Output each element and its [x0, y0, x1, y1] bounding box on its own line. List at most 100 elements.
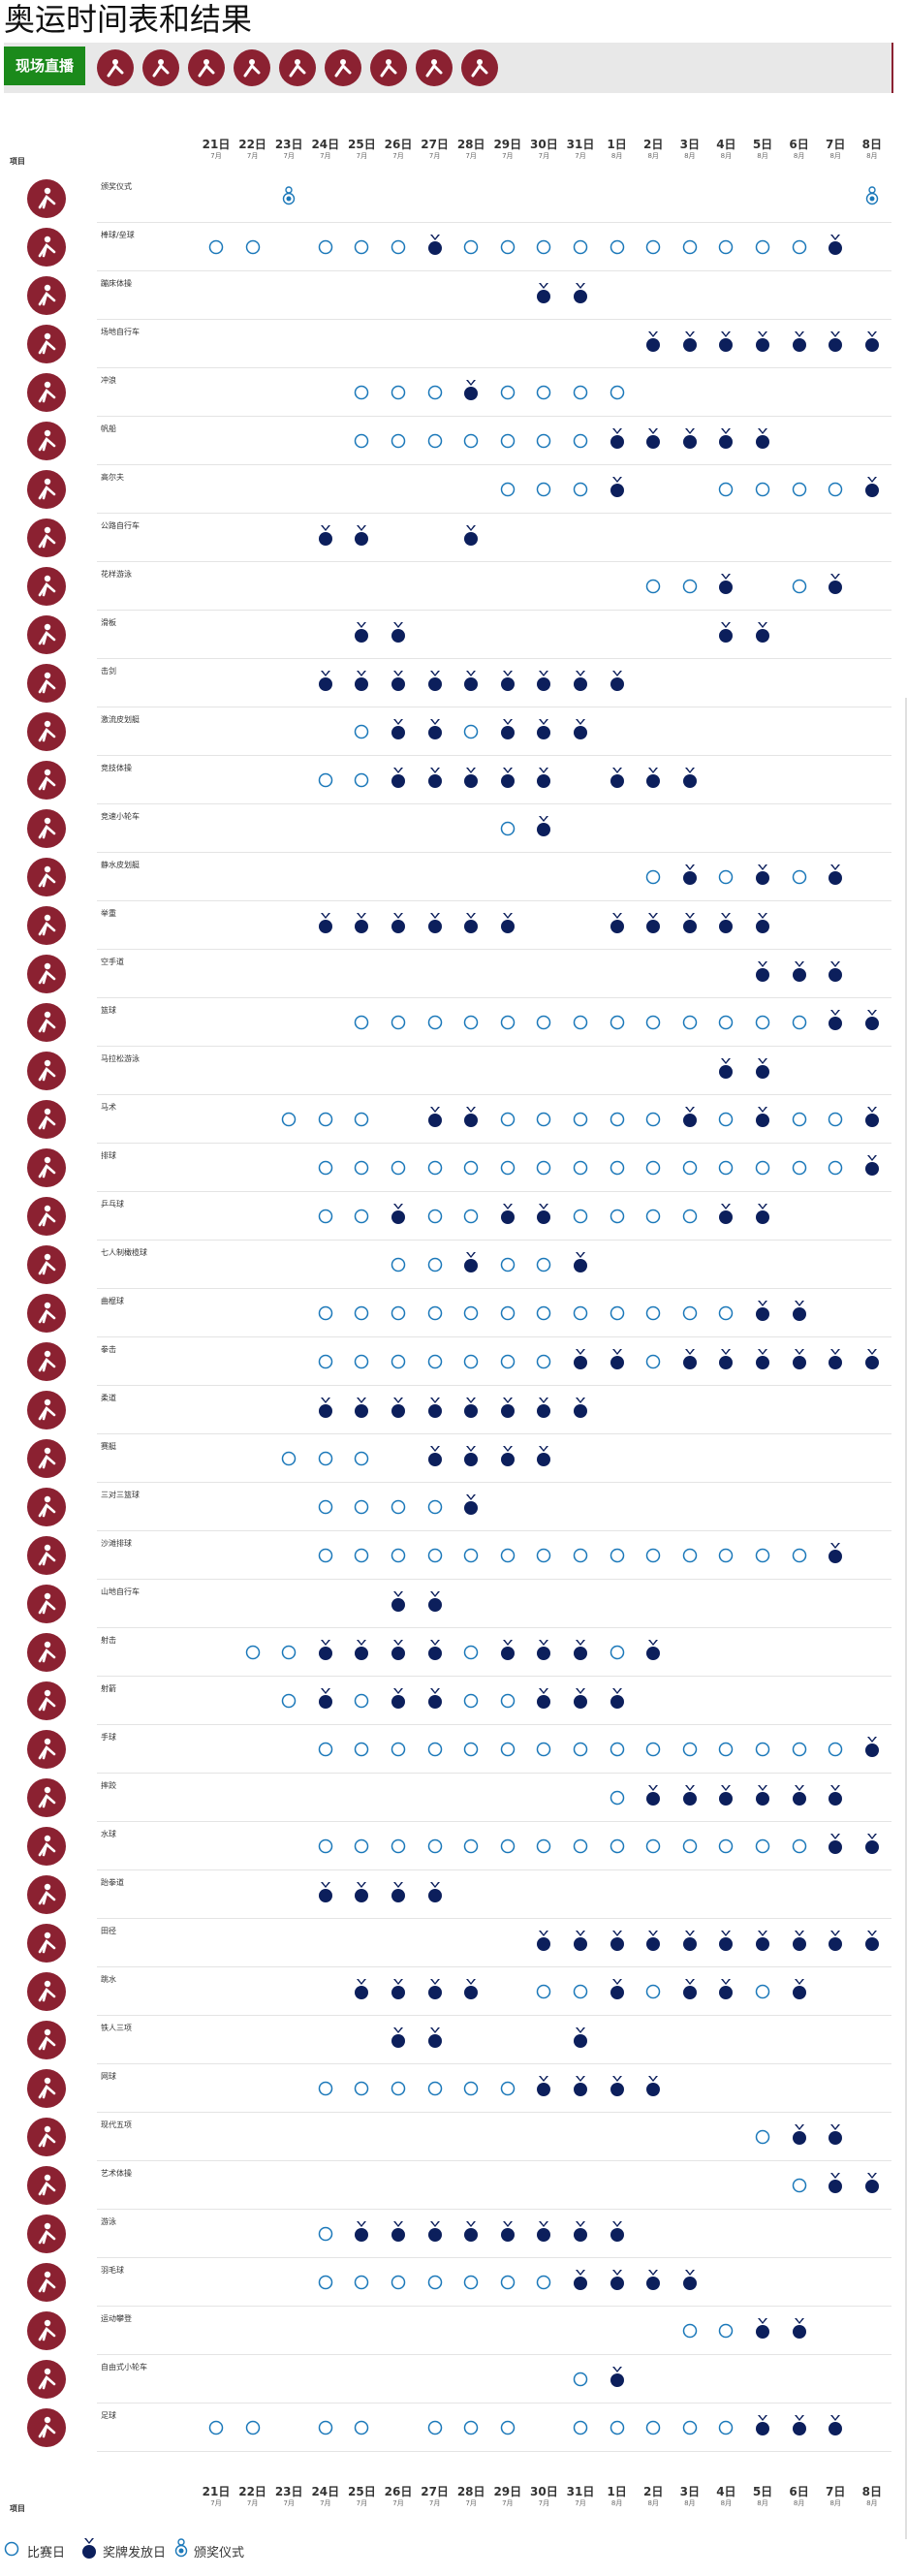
sport-row[interactable]: 网球	[0, 2064, 891, 2113]
competition-day-icon	[318, 1548, 333, 1563]
sport-row[interactable]: 沙滩排球	[0, 1531, 891, 1580]
sport-row[interactable]: 跆拳道	[0, 1870, 891, 1919]
canoe-icon[interactable]	[461, 49, 498, 86]
sport-row[interactable]: 羽毛球	[0, 2258, 891, 2307]
medal-icon	[464, 1446, 479, 1466]
sport-row[interactable]: 三对三篮球	[0, 1483, 891, 1531]
medal-icon	[829, 2124, 843, 2145]
sport-row[interactable]: 蹦床体操	[0, 271, 891, 320]
medal-icon	[756, 913, 769, 933]
sport-row[interactable]: 帆船	[0, 417, 891, 465]
sport-row[interactable]: 跳水	[0, 1967, 891, 2016]
swimming-icon[interactable]	[416, 49, 453, 86]
sport-row[interactable]: 运动攀登	[0, 2307, 891, 2355]
sport-row[interactable]: 田径	[0, 1919, 891, 1967]
sport-row[interactable]: 高尔夫	[0, 465, 891, 514]
artistic-gymnastics-icon[interactable]	[142, 49, 179, 86]
sport-row[interactable]: 赛艇	[0, 1434, 891, 1483]
bmx-icon[interactable]	[188, 49, 225, 86]
competition-day-icon	[463, 1305, 479, 1321]
sport-row[interactable]: 花样游泳	[0, 562, 891, 611]
sport-row[interactable]: 铁人三项	[0, 2016, 891, 2064]
sport-name: 沙滩排球	[101, 1539, 132, 1548]
competition-day-icon	[573, 385, 588, 400]
sport-row[interactable]: 游泳	[0, 2210, 891, 2258]
row-divider	[97, 416, 891, 417]
competition-day-icon	[645, 1160, 661, 1176]
date-day: 31日	[566, 138, 595, 151]
medal-icon	[574, 2270, 587, 2290]
sport-row[interactable]: 场地自行车	[0, 320, 891, 368]
medal-icon	[464, 671, 479, 691]
date-column-header: 1日 8月	[599, 138, 636, 161]
sport-row[interactable]: 山地自行车	[0, 1580, 891, 1628]
sport-row[interactable]: 射击	[0, 1628, 891, 1677]
fencing-icon[interactable]	[325, 49, 361, 86]
sport-row[interactable]: 马拉松游泳	[0, 1047, 891, 1095]
competition-day-icon	[610, 1160, 624, 1176]
date-month: 7月	[428, 2499, 441, 2507]
live-button[interactable]: 现场直播	[4, 47, 85, 85]
sport-row[interactable]: 摔跤	[0, 1774, 891, 1822]
date-month: 8月	[793, 152, 805, 160]
medal-icon	[464, 2221, 479, 2242]
vertical-scrollbar[interactable]	[905, 698, 907, 2539]
water-polo-icon	[27, 1827, 66, 1866]
sport-row[interactable]: 竞速小轮车	[0, 804, 891, 853]
sport-row[interactable]: 自由式小轮车	[0, 2355, 891, 2403]
medal-icon	[427, 2027, 442, 2048]
sport-row[interactable]: 击剑	[0, 659, 891, 707]
row-divider	[97, 1336, 891, 1337]
medal-icon	[537, 1931, 551, 1951]
sport-row[interactable]: 柔道	[0, 1386, 891, 1434]
competition-day-icon	[355, 1209, 369, 1224]
sport-row[interactable]: 静水皮划艇	[0, 853, 891, 901]
competition-day-icon	[645, 1838, 661, 1854]
sport-name: 艺术体操	[101, 2169, 132, 2178]
medal-icon	[318, 1688, 332, 1709]
competition-day-icon	[463, 239, 479, 255]
competition-day-icon	[318, 1499, 333, 1515]
sport-row[interactable]: 空手道	[0, 950, 891, 998]
date-month: 8月	[829, 152, 841, 160]
sport-row[interactable]: 冲浪	[0, 368, 891, 417]
medal-icon	[318, 1882, 332, 1902]
sport-row[interactable]: 马术	[0, 1095, 891, 1144]
sport-row[interactable]: 乒乓球	[0, 1192, 891, 1241]
sport-row[interactable]: 现代五项	[0, 2113, 891, 2161]
sport-row[interactable]: 篮球	[0, 998, 891, 1047]
sport-row[interactable]: 竞技体操	[0, 756, 891, 804]
archery-icon[interactable]	[97, 49, 134, 86]
sport-row[interactable]: 激流皮划艇	[0, 707, 891, 756]
sport-row[interactable]: 拳击	[0, 1337, 891, 1386]
competition-day-icon	[573, 1548, 588, 1563]
sport-row[interactable]: 棒球/垒球	[0, 223, 891, 271]
sport-row[interactable]: 颁奖仪式	[0, 174, 891, 223]
medal-icon	[427, 2221, 442, 2242]
sport-row[interactable]: 曲棍球	[0, 1289, 891, 1337]
track-cycling-icon	[27, 325, 66, 363]
sport-row[interactable]: 射箭	[0, 1677, 891, 1725]
competition-day-icon	[500, 1354, 516, 1369]
medal-icon	[829, 2415, 843, 2435]
medal-icon	[864, 1155, 879, 1176]
sport-row[interactable]: 举重	[0, 901, 891, 950]
sport-row[interactable]: 七人制橄榄球	[0, 1241, 891, 1289]
date-day: 3日	[679, 138, 700, 151]
sport-row[interactable]: 水球	[0, 1822, 891, 1870]
sport-row[interactable]: 排球	[0, 1144, 891, 1192]
sport-row[interactable]: 足球	[0, 2403, 891, 2452]
sport-row[interactable]: 公路自行车	[0, 514, 891, 562]
athletics-icon[interactable]	[234, 49, 270, 86]
medal-icon	[574, 1931, 587, 1951]
medal-icon	[756, 331, 769, 352]
medal-icon	[719, 1058, 734, 1079]
rowing-icon[interactable]	[370, 49, 407, 86]
competition-day-icon	[610, 1645, 624, 1660]
badminton-icon[interactable]	[279, 49, 316, 86]
sport-row[interactable]: 艺术体操	[0, 2161, 891, 2210]
competition-day-icon	[573, 433, 588, 449]
sport-row[interactable]: 手球	[0, 1725, 891, 1774]
sport-row[interactable]: 滑板	[0, 611, 891, 659]
date-day: 21日	[202, 2485, 231, 2498]
